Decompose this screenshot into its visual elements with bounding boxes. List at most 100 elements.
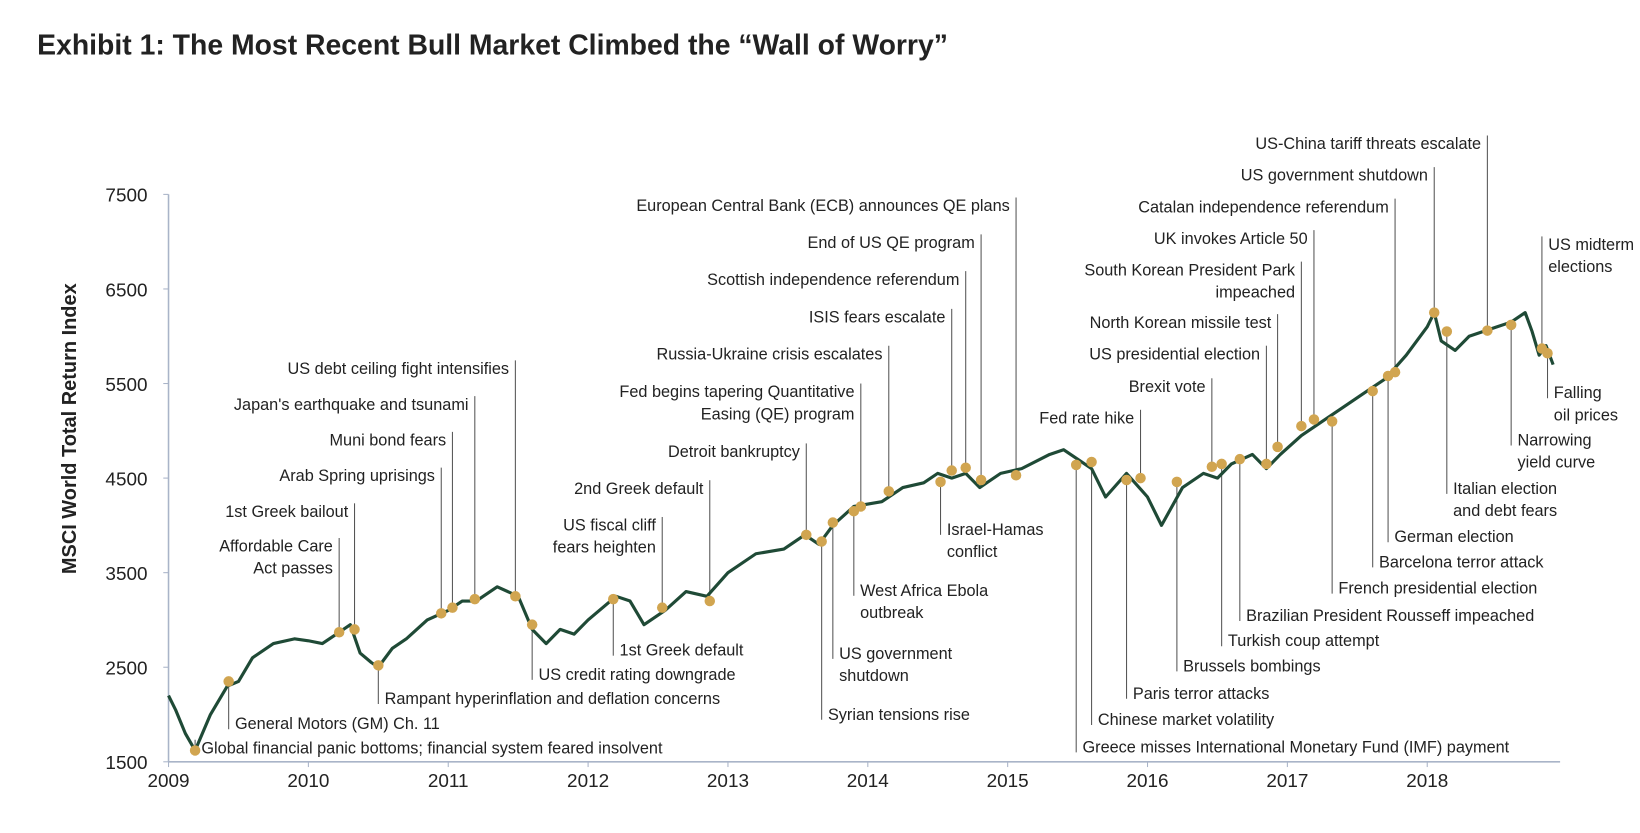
event-label: French presidential election: [1338, 580, 1537, 598]
event-label: Barcelona terror attack: [1379, 553, 1544, 571]
event-dot: [1171, 476, 1183, 488]
y-tick-label: 7500: [105, 186, 147, 207]
event-dot: [1505, 319, 1517, 331]
event-dot: [373, 660, 384, 671]
event-label: US debt ceiling fight intensifies: [288, 360, 510, 378]
event-label: Fed begins tapering Quantitative: [619, 383, 854, 401]
y-tick-label: 5500: [105, 375, 147, 396]
y-tick-label: 2500: [105, 659, 147, 680]
x-tick-label: 2014: [847, 771, 889, 792]
event-label: North Korean missile test: [1090, 314, 1272, 332]
y-tick-label: 1500: [105, 753, 147, 774]
event-dot: [526, 619, 538, 630]
event-dot: [1261, 458, 1272, 470]
event-dot: [656, 602, 668, 613]
event-label: Syrian tensions rise: [828, 706, 970, 724]
event-dot: [827, 517, 839, 528]
event-dot: [848, 505, 860, 517]
event-dot: [349, 624, 360, 635]
leaders: [194, 135, 1549, 753]
event-dot: [1070, 459, 1082, 471]
event-dot: [946, 465, 957, 476]
event-label: conflict: [947, 543, 998, 561]
x-tick-label: 2018: [1406, 771, 1448, 792]
event-label: oil prices: [1554, 406, 1618, 424]
event-label: fears heighten: [553, 539, 656, 557]
x-tick-label: 2013: [707, 771, 749, 792]
event-dot: [435, 608, 447, 619]
event-dot: [975, 474, 987, 486]
event-label: 2nd Greek default: [574, 480, 704, 498]
event-label: Greece misses International Monetary Fun…: [1083, 738, 1510, 756]
event-label: US-China tariff threats escalate: [1255, 135, 1481, 153]
event-dot: [1389, 366, 1401, 378]
event-label: Falling: [1554, 384, 1602, 402]
event-label: US presidential election: [1089, 345, 1260, 363]
event-dot: [935, 476, 946, 488]
event-label: Global financial panic bottoms; financia…: [201, 739, 663, 757]
event-label: Catalan independence referendum: [1138, 198, 1389, 216]
event-label: End of US QE program: [808, 234, 975, 252]
event-label: UK invokes Article 50: [1154, 230, 1308, 248]
event-dot: [1296, 420, 1307, 432]
event-label: Act passes: [253, 560, 333, 578]
event-dot: [1010, 470, 1022, 481]
event-label: Brazilian President Rousseff impeached: [1246, 607, 1534, 625]
event-dot: [608, 593, 619, 605]
event-label: Muni bond fears: [329, 432, 446, 450]
event-label: Israel-Hamas: [947, 521, 1044, 539]
event-label: South Korean President Park: [1084, 261, 1296, 279]
event-label: General Motors (GM) Ch. 11: [235, 715, 440, 733]
event-label: shutdown: [839, 667, 909, 685]
event-label: US midterm: [1548, 236, 1634, 254]
event-dot: [1121, 474, 1132, 486]
event-label: impeached: [1215, 283, 1295, 301]
event-dot: [816, 536, 827, 547]
event-label: Italian election: [1453, 480, 1557, 498]
event-dot: [883, 486, 895, 497]
event-label: elections: [1548, 258, 1612, 276]
event-dot: [469, 593, 481, 605]
event-dot: [1234, 453, 1246, 465]
chart-title: Exhibit 1: The Most Recent Bull Market C…: [37, 30, 948, 62]
event-label: Chinese market volatility: [1098, 711, 1275, 729]
event-label: Turkish coup attempt: [1228, 632, 1380, 650]
event-dot: [1536, 343, 1548, 354]
event-label: West Africa Ebola: [860, 582, 989, 600]
x-tick-label: 2017: [1266, 771, 1308, 792]
event-dot: [960, 462, 971, 473]
x-tick-label: 2010: [287, 771, 329, 792]
x-tick-label: 2012: [567, 771, 609, 792]
event-label: European Central Bank (ECB) announces QE…: [636, 197, 1009, 215]
y-tick-label: 3500: [105, 564, 147, 585]
y-tick-label: 6500: [105, 280, 147, 301]
x-tick-label: 2011: [428, 771, 469, 792]
y-tick-label: 4500: [105, 469, 147, 490]
event-label: Fed rate hike: [1039, 409, 1134, 427]
y-axis-label: MSCI World Total Return Index: [59, 283, 81, 574]
event-label: Affordable Care: [219, 538, 333, 556]
event-label: US government: [839, 645, 952, 663]
event-label: and debt fears: [1453, 502, 1557, 520]
event-label: ISIS fears escalate: [809, 309, 946, 327]
event-dot: [189, 745, 201, 756]
event-dot: [1086, 456, 1097, 468]
event-label: German election: [1394, 528, 1513, 546]
x-tick-label: 2016: [1126, 771, 1168, 792]
event-dot: [801, 529, 812, 541]
event-label: Brexit vote: [1129, 378, 1206, 396]
event-dot: [1428, 307, 1440, 318]
event-label: 1st Greek bailout: [225, 503, 348, 521]
event-label: US credit rating downgrade: [538, 666, 735, 684]
event-label: Narrowing: [1517, 432, 1591, 450]
event-label: Detroit bankruptcy: [668, 443, 801, 461]
event-dot: [1308, 414, 1320, 425]
event-label: US government shutdown: [1241, 167, 1428, 185]
event-dot: [333, 626, 345, 638]
event-dot: [704, 595, 716, 607]
event-label: Brussels bombings: [1183, 657, 1320, 675]
event-label: Easing (QE) program: [701, 405, 855, 423]
event-label: outbreak: [860, 604, 924, 622]
